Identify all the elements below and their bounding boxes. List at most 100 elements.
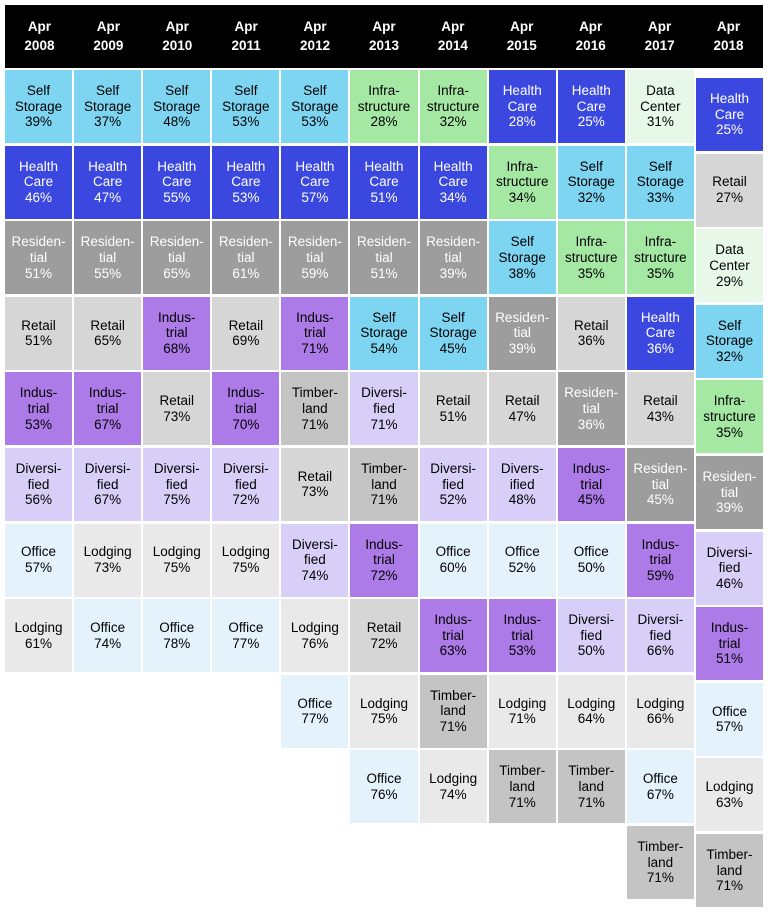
sector-cell: Indus- trial 63% (419, 599, 487, 673)
sector-cell: Lodging 75% (350, 674, 418, 748)
sector-cell: Indus- trial 53% (5, 372, 73, 446)
sector-cell: Retail 36% (557, 296, 625, 370)
sector-cell: Retail 43% (626, 372, 694, 446)
sector-cell: Self Storage 54% (350, 296, 418, 370)
sector-cell: Retail 73% (143, 372, 211, 446)
sector-cell: Diversi- fied 52% (419, 447, 487, 521)
sector-cell: Lodging 76% (281, 599, 349, 673)
sector-cell: Infra- structure 32% (419, 70, 487, 143)
sector-cell: Health Care 53% (212, 145, 280, 219)
sector-cell: Office 77% (212, 599, 280, 673)
sector-cell: Residen- tial 51% (350, 221, 418, 295)
sector-cell: Diversi- fied 46% (695, 531, 764, 605)
sector-cell: Self Storage 33% (626, 145, 694, 219)
sector-cell: Diversi- fied 66% (626, 599, 694, 673)
sector-cell: Self Storage 45% (419, 296, 487, 370)
sector-cell: Retail 51% (5, 296, 73, 370)
year-header: Apr 2008 (24, 19, 55, 53)
sector-cell: Health Care 28% (488, 70, 556, 143)
year-header-row: Apr 2008 Apr 2009 Apr 2010 Apr 2011 Apr 2012… (5, 5, 763, 68)
sector-cell: Self Storage 53% (281, 70, 349, 143)
sector-cell: Self Storage 48% (143, 70, 211, 143)
year-header: Apr 2012 (300, 19, 331, 53)
sector-cell: Lodging 64% (557, 674, 625, 748)
year-column: Self Storage 39% Health Care 46% Residen- … (5, 70, 73, 907)
sector-cell: Office 50% (557, 523, 625, 597)
sector-cell: Self Storage 32% (695, 304, 764, 378)
sector-cell: Residen- tial 39% (695, 455, 764, 529)
sector-cell: Residen- tial 51% (5, 221, 73, 295)
sector-cell: Infra- structure 35% (695, 380, 764, 454)
sector-cell: Divers- ified 48% (488, 447, 556, 521)
sector-cell: Diversi- fied 72% (212, 447, 280, 521)
year-column: Health Care 25% Self Storage 32% Infra- st… (557, 70, 625, 907)
sector-cell: Self Storage 38% (488, 221, 556, 295)
sector-cell: Diversi- fied 56% (5, 447, 73, 521)
sector-cell: Office 76% (350, 750, 418, 824)
sector-cell: Retail 27% (695, 153, 764, 227)
year-column: Self Storage 48% Health Care 55% Residen- … (143, 70, 211, 907)
sector-cell: Lodging 71% (488, 674, 556, 748)
sector-cell: Residen- tial 39% (419, 221, 487, 295)
sector-cell: Office 74% (74, 599, 142, 673)
heatmap-grid: Self Storage 39% Health Care 46% Residen- … (5, 70, 764, 907)
sector-cell: Indus- trial 67% (74, 372, 142, 446)
sector-cell: Lodging 75% (212, 523, 280, 597)
sector-cell: Retail 69% (212, 296, 280, 370)
sector-cell: Timber- land 71% (695, 833, 764, 907)
sector-cell: Indus- trial 53% (488, 599, 556, 673)
sector-cell: Office 67% (626, 750, 694, 824)
sector-cell: Indus- trial 51% (695, 607, 764, 681)
year-header: Apr 2016 (575, 19, 606, 53)
year-column: Health Care 25% Retail 27% Data Center 29%… (695, 78, 764, 907)
sector-cell: Lodging 66% (626, 674, 694, 748)
sector-cell: Diversi- fied 50% (557, 599, 625, 673)
year-column: Health Care 28% Infra- structure 34% Self … (488, 70, 556, 907)
year-header: Apr 2015 (506, 19, 537, 53)
sector-cell: Infra- structure 35% (557, 221, 625, 295)
sector-cell: Timber- land 71% (488, 750, 556, 824)
sector-cell: Health Care 55% (143, 145, 211, 219)
year-column: Self Storage 53% Health Care 53% Residen- … (212, 70, 280, 907)
sector-cell: Lodging 75% (143, 523, 211, 597)
sector-cell: Infra- structure 28% (350, 70, 418, 143)
sector-cell: Timber- land 71% (557, 750, 625, 824)
sector-cell: Residen- tial 59% (281, 221, 349, 295)
sector-cell: Office 60% (419, 523, 487, 597)
sector-cell: Retail 51% (419, 372, 487, 446)
year-header: Apr 2013 (368, 19, 399, 53)
year-header: Apr 2009 (93, 19, 124, 53)
sector-cell: Office 57% (695, 682, 764, 756)
year-column: Self Storage 53% Health Care 57% Residen- … (281, 70, 349, 907)
sector-cell: Office 78% (143, 599, 211, 673)
year-header: Apr 2014 (437, 19, 468, 53)
sector-cell: Self Storage 53% (212, 70, 280, 143)
sector-cell: Health Care 47% (74, 145, 142, 219)
sector-cell: Lodging 63% (695, 758, 764, 832)
sector-cell: Health Care 57% (281, 145, 349, 219)
sector-cell: Self Storage 39% (5, 70, 73, 143)
sector-cell: Health Care 46% (5, 145, 73, 219)
year-column: Data Center 31% Self Storage 33% Infra- st… (626, 70, 694, 907)
sector-cell: Residen- tial 65% (143, 221, 211, 295)
sector-cell: Retail 73% (281, 447, 349, 521)
year-header: Apr 2010 (162, 19, 193, 53)
sector-cell: Residen- tial 61% (212, 221, 280, 295)
sector-cell: Indus- trial 45% (557, 447, 625, 521)
sector-cell: Indus- trial 68% (143, 296, 211, 370)
sector-cell: Timber- land 71% (626, 825, 694, 899)
sector-cell: Indus- trial 72% (350, 523, 418, 597)
sector-cell: Self Storage 37% (74, 70, 142, 143)
sector-cell: Diversi- fied 67% (74, 447, 142, 521)
sector-cell: Retail 65% (74, 296, 142, 370)
sector-cell: Diversi- fied 74% (281, 523, 349, 597)
sector-cell: Indus- trial 70% (212, 372, 280, 446)
sector-cell: Health Care 51% (350, 145, 418, 219)
year-header: Apr 2018 (713, 19, 744, 53)
sector-cell: Diversi- fied 75% (143, 447, 211, 521)
sector-cell: Indus- trial 71% (281, 296, 349, 370)
sector-cell: Retail 72% (350, 599, 418, 673)
sector-cell: Health Care 25% (695, 78, 764, 151)
sector-cell: Diversi- fied 71% (350, 372, 418, 446)
